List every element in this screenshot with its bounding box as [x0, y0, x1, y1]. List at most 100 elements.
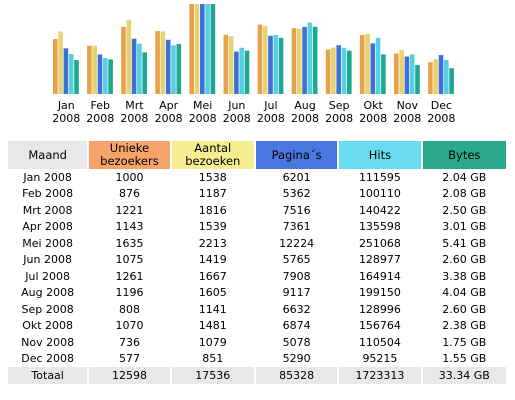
- cell-hits: 140422: [358, 203, 401, 217]
- monthly-stats-table: Maand Unieke bezoekers Aantal bezoeken P…: [6, 141, 508, 384]
- unique-visitors-bar: [223, 34, 229, 94]
- cell-month: Apr 2008: [22, 220, 73, 234]
- visits-bar: [365, 33, 370, 94]
- pages-bar: [131, 38, 137, 94]
- cell-visits: 1079: [198, 335, 227, 349]
- x-tick-label: 2008: [155, 112, 183, 125]
- x-tick-label: Jul: [263, 99, 277, 112]
- cell-pages: 12224: [279, 236, 315, 250]
- cell-hits: 110504: [358, 335, 401, 349]
- hits-bar: [137, 43, 142, 94]
- x-tick-label: Sep: [329, 99, 350, 112]
- hits-bar: [409, 54, 415, 94]
- pages-bar: [165, 39, 171, 94]
- cell-visits: 1667: [198, 269, 227, 283]
- x-tick-label: 2008: [291, 112, 319, 125]
- x-tick-label: Mei: [193, 99, 212, 112]
- visits-bar: [399, 50, 404, 94]
- bytes-bar: [278, 37, 284, 94]
- cell-pages: 7908: [282, 269, 311, 283]
- visits-bar: [228, 36, 234, 94]
- cell-month: Dec 2008: [21, 352, 75, 366]
- cell-bytes: 2.60 GB: [442, 253, 487, 267]
- visits-bar: [194, 4, 200, 94]
- table-row: Aug 2008 1196 1605 9117 199150 4.04 GB: [8, 285, 506, 302]
- cell-pages: 5078: [282, 335, 311, 349]
- cell-pages: 9117: [282, 286, 311, 300]
- x-tick-label: 2008: [189, 112, 217, 125]
- pages-bar: [336, 45, 341, 94]
- cell-hits: 251068: [358, 236, 401, 250]
- header-hits: Hits: [339, 141, 421, 169]
- hits-bar: [68, 54, 74, 94]
- hits-bar: [341, 47, 347, 94]
- hits-bar: [205, 4, 210, 94]
- cell-pages: 5765: [282, 253, 311, 267]
- cell-unique-visitors: 1070: [115, 319, 144, 333]
- header-month: Maand: [8, 141, 88, 169]
- pages-bar: [63, 48, 69, 94]
- pages-bar: [302, 26, 307, 94]
- cell-unique-visitors: 1143: [115, 220, 144, 234]
- cell-bytes: 3.38 GB: [442, 269, 487, 283]
- pages-bar: [97, 54, 103, 94]
- visits-bar: [160, 31, 166, 94]
- pages-bar: [200, 4, 205, 94]
- bytes-bar: [449, 68, 454, 94]
- unique-visitors-bar: [121, 26, 126, 94]
- pages-bar: [404, 56, 410, 94]
- unique-visitors-bar: [325, 49, 331, 94]
- visits-bar: [58, 31, 63, 94]
- cell-bytes: 1.75 GB: [442, 335, 487, 349]
- hits-bar: [273, 34, 279, 94]
- total-unique-visitors: 12598: [89, 367, 170, 384]
- pages-bar: [370, 43, 376, 94]
- x-tick-label: 2008: [359, 112, 387, 125]
- total-row: Totaal 12598 17536 85328 1723313 33.34 G…: [8, 367, 506, 384]
- cell-unique-visitors: 1196: [115, 286, 144, 300]
- hits-bar: [375, 37, 381, 94]
- cell-hits: 95215: [362, 352, 398, 366]
- table-row: Nov 2008 736 1079 5078 110504 1.75 GB: [8, 334, 506, 351]
- unique-visitors-bar: [155, 31, 160, 95]
- cell-visits: 2213: [198, 236, 227, 250]
- unique-visitors-bar: [359, 35, 365, 94]
- bytes-bar: [415, 64, 420, 94]
- x-tick-label: 2008: [393, 112, 421, 125]
- x-tick-label: Apr: [159, 99, 179, 112]
- visits-bar: [297, 28, 302, 95]
- bytes-bar: [108, 59, 113, 94]
- hits-bar: [103, 58, 108, 94]
- cell-month: Mei 2008: [22, 236, 74, 250]
- cell-unique-visitors: 1075: [115, 253, 144, 267]
- cell-visits: 1605: [198, 286, 227, 300]
- cell-pages: 6632: [282, 302, 311, 316]
- cell-visits: 1539: [198, 220, 227, 234]
- cell-bytes: 2.50 GB: [442, 203, 487, 217]
- cell-month: Jun 2008: [23, 253, 72, 267]
- cell-hits: 111595: [358, 170, 401, 184]
- cell-unique-visitors: 736: [118, 335, 140, 349]
- cell-unique-visitors: 1635: [115, 236, 144, 250]
- table-row: Mrt 2008 1221 1816 7516 140422 2.50 GB: [8, 202, 506, 219]
- cell-month: Mrt 2008: [22, 203, 73, 217]
- cell-unique-visitors: 876: [118, 187, 140, 201]
- cell-month: Jul 2008: [25, 269, 71, 283]
- header-visits: Aantal bezoeken: [171, 141, 254, 169]
- x-tick-label: Aug: [294, 99, 315, 112]
- bytes-bar: [381, 54, 386, 94]
- total-bytes: 33.34 GB: [422, 367, 506, 384]
- hits-bar: [239, 47, 244, 94]
- cell-pages: 6874: [282, 319, 311, 333]
- visits-bar: [126, 20, 132, 95]
- table-row: Jun 2008 1075 1419 5765 128977 2.60 GB: [8, 252, 506, 269]
- visits-bar: [433, 59, 438, 94]
- x-tick-label: Dec: [431, 99, 452, 112]
- hits-bar: [171, 45, 176, 94]
- header-pages: Pagina´s: [255, 141, 338, 169]
- cell-bytes: 4.04 GB: [442, 286, 487, 300]
- cell-hits: 135598: [358, 220, 401, 234]
- bytes-bar: [210, 4, 216, 94]
- x-tick-label: 2008: [257, 112, 285, 125]
- x-tick-label: 2008: [325, 112, 353, 125]
